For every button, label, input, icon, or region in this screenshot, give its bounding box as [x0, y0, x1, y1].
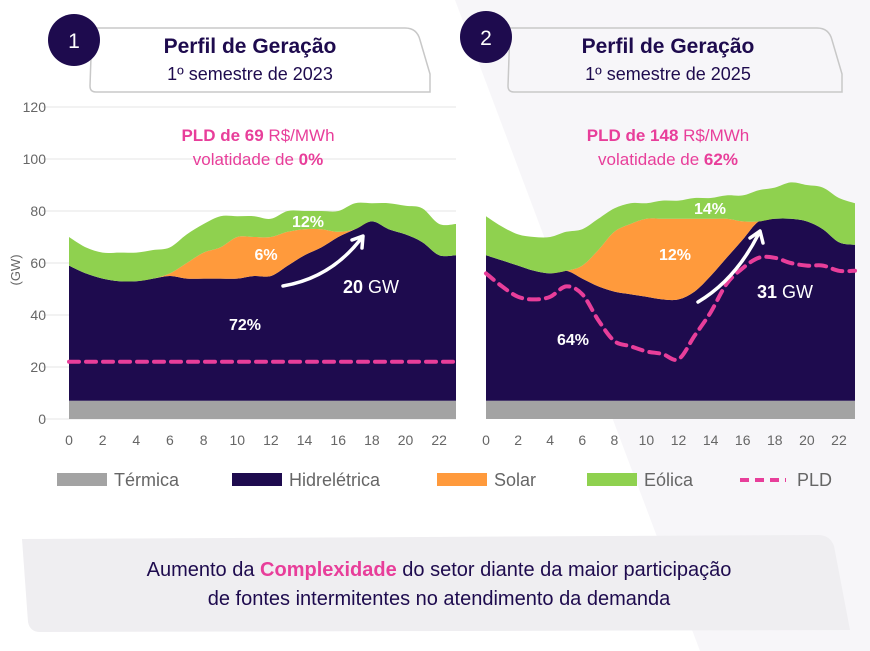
footer-highlight: Complexidade	[260, 559, 397, 581]
panel-number: 1	[68, 30, 80, 53]
panel-subtitle: 1º semestre de 2025	[585, 64, 751, 84]
panel-header-2025: 2 Perfil de Geração 1º semestre de 2025	[460, 11, 843, 93]
footer-background	[22, 535, 850, 632]
x-tick-label: 2	[99, 432, 107, 448]
pld-volatility: volatidade de 62%	[598, 150, 738, 169]
wind-share-label: 12%	[292, 214, 324, 231]
y-tick-label: 60	[30, 255, 46, 271]
area-hydro	[69, 221, 456, 401]
x-tick-label: 6	[578, 432, 586, 448]
panel-title: Perfil de Geração	[582, 35, 755, 58]
area-wind	[69, 202, 456, 282]
x-tick-label: 12	[263, 432, 279, 448]
solar-share-label: 12%	[659, 247, 691, 264]
x-tick-label: 14	[703, 432, 719, 448]
area-solar	[69, 221, 456, 282]
x-tick-label: 18	[364, 432, 380, 448]
footer-line-1: Aumento da Complexidade do setor diante …	[147, 559, 732, 581]
pld-line	[484, 254, 857, 362]
ramp-arrow-head	[350, 234, 365, 250]
x-tick-label: 20	[398, 432, 414, 448]
x-tick-label: 8	[200, 432, 208, 448]
y-tick-label: 100	[23, 151, 47, 167]
area-thermal	[69, 400, 456, 419]
area-thermal	[486, 400, 855, 419]
pld-annotation-2025: PLD de 148 R$/MWh volatidade de 62%	[587, 126, 750, 169]
chart-2023: 0 2 4 6 8 10 12 14 16 18 20 22	[65, 202, 458, 448]
pld-price: PLD de 148 R$/MWh	[587, 126, 750, 145]
y-tick-label: 120	[23, 99, 47, 115]
area-solar	[486, 218, 855, 301]
x-tick-label: 16	[330, 432, 346, 448]
panel-title: Perfil de Geração	[164, 35, 337, 58]
x-tick-label: 10	[639, 432, 655, 448]
panel-number: 2	[480, 27, 492, 50]
x-tick-label: 6	[166, 432, 174, 448]
x-tick-label: 14	[297, 432, 313, 448]
hydro-share-label: 64%	[557, 332, 589, 349]
legend-swatch-solar	[437, 473, 487, 486]
header-frame	[507, 27, 843, 93]
x-tick-label: 4	[132, 432, 140, 448]
x-tick-label: 2	[514, 432, 522, 448]
ramp-arrow-head	[748, 229, 765, 245]
legend-swatch-thermal	[57, 473, 107, 486]
y-tick-label: 40	[30, 307, 46, 323]
footer-banner: Aumento da Complexidade do setor diante …	[22, 535, 850, 632]
panel-number-badge	[460, 11, 512, 63]
legend-swatch-hydro	[232, 473, 282, 486]
ramp-arrow	[281, 238, 362, 288]
x-tick-label: 8	[610, 432, 618, 448]
legend-label-hydro: Hidrelétrica	[289, 470, 381, 490]
share-labels-2023: 72% 6% 12% 20 GW	[229, 214, 399, 334]
legend-swatch-wind	[587, 473, 637, 486]
area-hydro	[486, 218, 855, 401]
ramp-arrow	[696, 233, 760, 304]
share-labels-2025: 64% 12% 14% 31 GW	[557, 201, 813, 349]
x-tick-label: 20	[799, 432, 815, 448]
legend-label-pld: PLD	[797, 470, 832, 490]
legend-label-solar: Solar	[494, 470, 536, 490]
pld-price: PLD de 69 R$/MWh	[181, 126, 334, 145]
panel-number-badge	[48, 14, 100, 66]
pld-annotation-2023: PLD de 69 R$/MWh volatidade de 0%	[181, 126, 334, 169]
footer-line-2: de fontes intermitentes no atendimento d…	[208, 588, 671, 610]
chart-2025: 0 2 4 6 8 10 12 14 16 18 20 22	[482, 182, 857, 448]
legend: Térmica Hidrelétrica Solar Eólica PLD	[57, 470, 832, 490]
area-wind	[486, 182, 855, 274]
x-tick-label: 10	[229, 432, 245, 448]
x-tick-label: 22	[431, 432, 447, 448]
y-tick-label: 80	[30, 203, 46, 219]
x-tick-label: 22	[831, 432, 847, 448]
ramp-label: 31 GW	[757, 282, 813, 302]
header-frame	[89, 27, 431, 93]
y-tick-label: 20	[30, 359, 46, 375]
solar-share-label: 6%	[254, 247, 277, 264]
x-tick-label: 0	[482, 432, 490, 448]
y-tick-label: 0	[38, 411, 46, 427]
x-tick-label: 4	[546, 432, 554, 448]
hydro-share-label: 72%	[229, 317, 261, 334]
panel-subtitle: 1º semestre de 2023	[167, 64, 333, 84]
x-tick-label: 12	[671, 432, 687, 448]
wind-share-label: 14%	[694, 201, 726, 218]
y-axis-label: (GW)	[8, 254, 23, 285]
ramp-label: 20 GW	[343, 277, 399, 297]
panel-header-2023: 1 Perfil de Geração 1º semestre de 2023	[48, 14, 431, 93]
pld-volatility: volatidade de 0%	[193, 150, 323, 169]
legend-label-thermal: Térmica	[114, 470, 180, 490]
x-tick-label: 16	[735, 432, 751, 448]
x-tick-label: 0	[65, 432, 73, 448]
x-tick-label: 18	[767, 432, 783, 448]
legend-label-wind: Eólica	[644, 470, 694, 490]
